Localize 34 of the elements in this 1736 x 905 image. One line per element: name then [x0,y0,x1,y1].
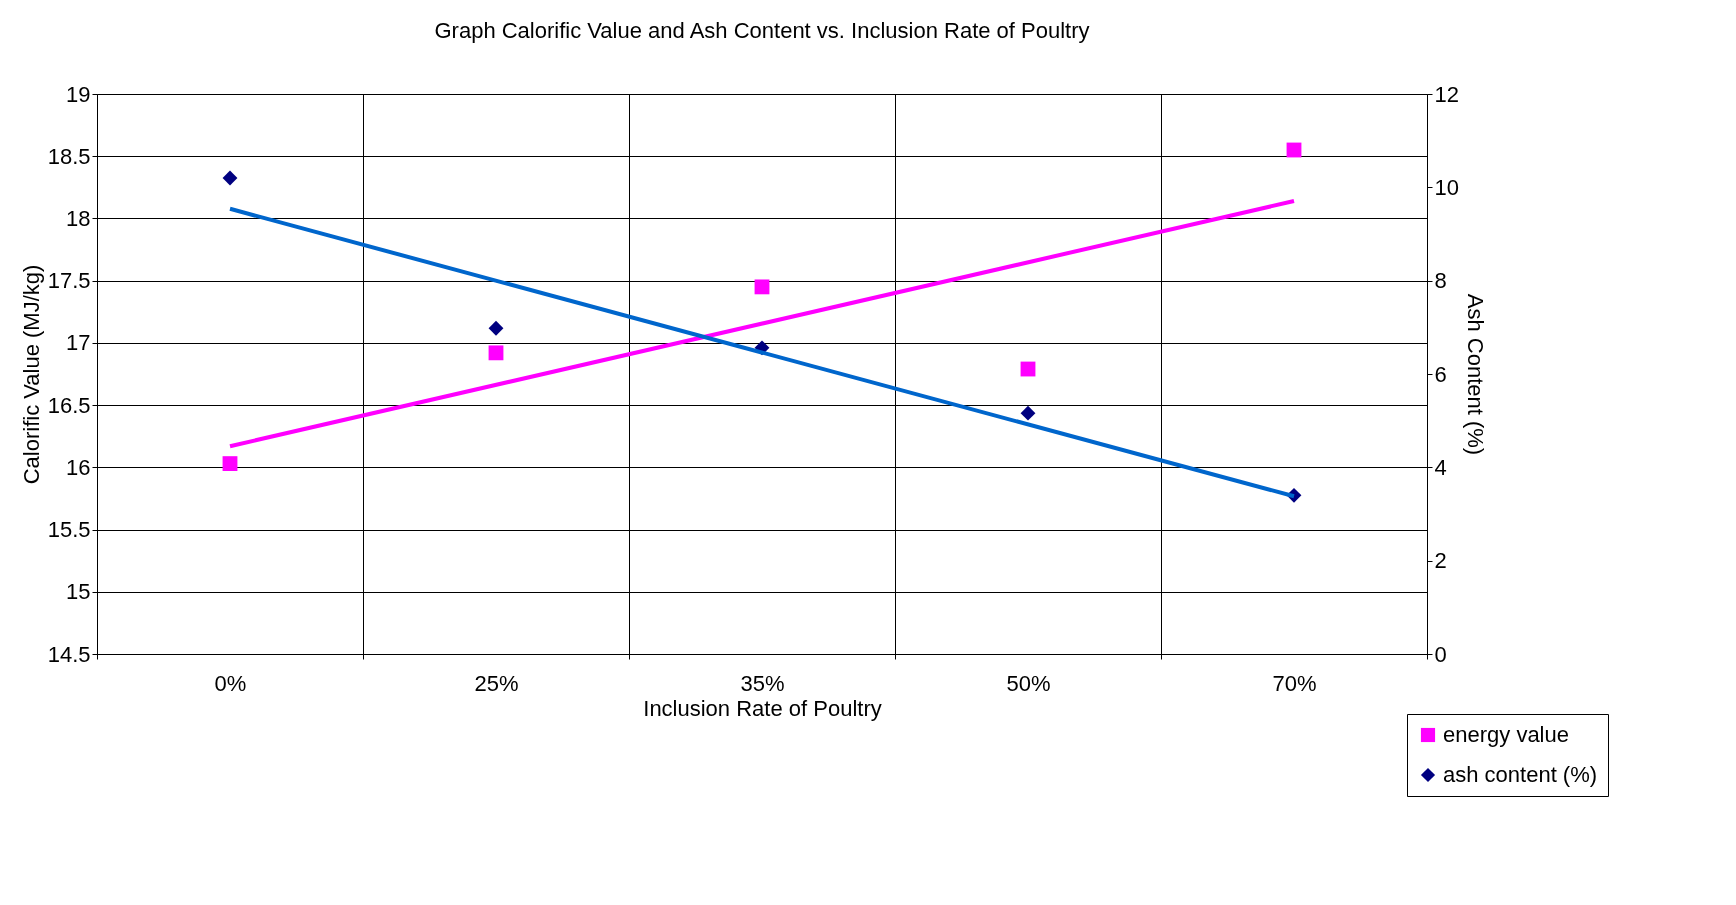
y2-tick-label: 4 [1434,454,1447,480]
x-tick-label: 70% [1272,670,1317,696]
y2-tick-label: 2 [1434,548,1447,574]
y-tick-label: 16.5 [47,392,91,418]
y-tick-label: 17.5 [47,268,91,294]
point [488,345,504,361]
legend-label: ash content (%) [1443,762,1598,787]
y-tick-label: 18 [66,205,91,231]
point [1020,405,1036,421]
y-tick-label: 15.5 [47,517,91,543]
x-tick-label: 50% [1006,670,1051,696]
point [222,456,238,472]
legend-label: energy value [1443,722,1569,747]
y-tick-label: 14.5 [47,641,91,667]
y-tick-label: 18.5 [47,143,91,169]
y-tick-label: 15 [66,579,91,605]
point [488,320,504,336]
y-tick-label: 16 [66,454,91,480]
y-tick-label: 19 [66,81,91,107]
y2-tick-label: 0 [1434,641,1447,667]
y2-tick-label: 10 [1434,174,1459,200]
y2-tick-label: 8 [1434,268,1447,294]
point [222,170,238,186]
point [754,279,770,295]
x-tick-label: 35% [740,670,785,696]
y-axis-title: Calorific Value (MJ/kg) [18,264,44,485]
x-tick-label: 0% [214,670,247,696]
x-axis-title: Inclusion Rate of Poultry [643,695,882,721]
y-tick-label: 17 [66,330,91,356]
y2-tick-label: 12 [1434,81,1459,107]
y2-tick-label: 6 [1434,361,1447,387]
x-tick-label: 25% [474,670,519,696]
chart-title: Graph Calorific Value and Ash Content vs. Inclusion Rate of Poultry [434,18,1090,43]
y2-axis-title: Ash Content (%) [1462,293,1488,456]
